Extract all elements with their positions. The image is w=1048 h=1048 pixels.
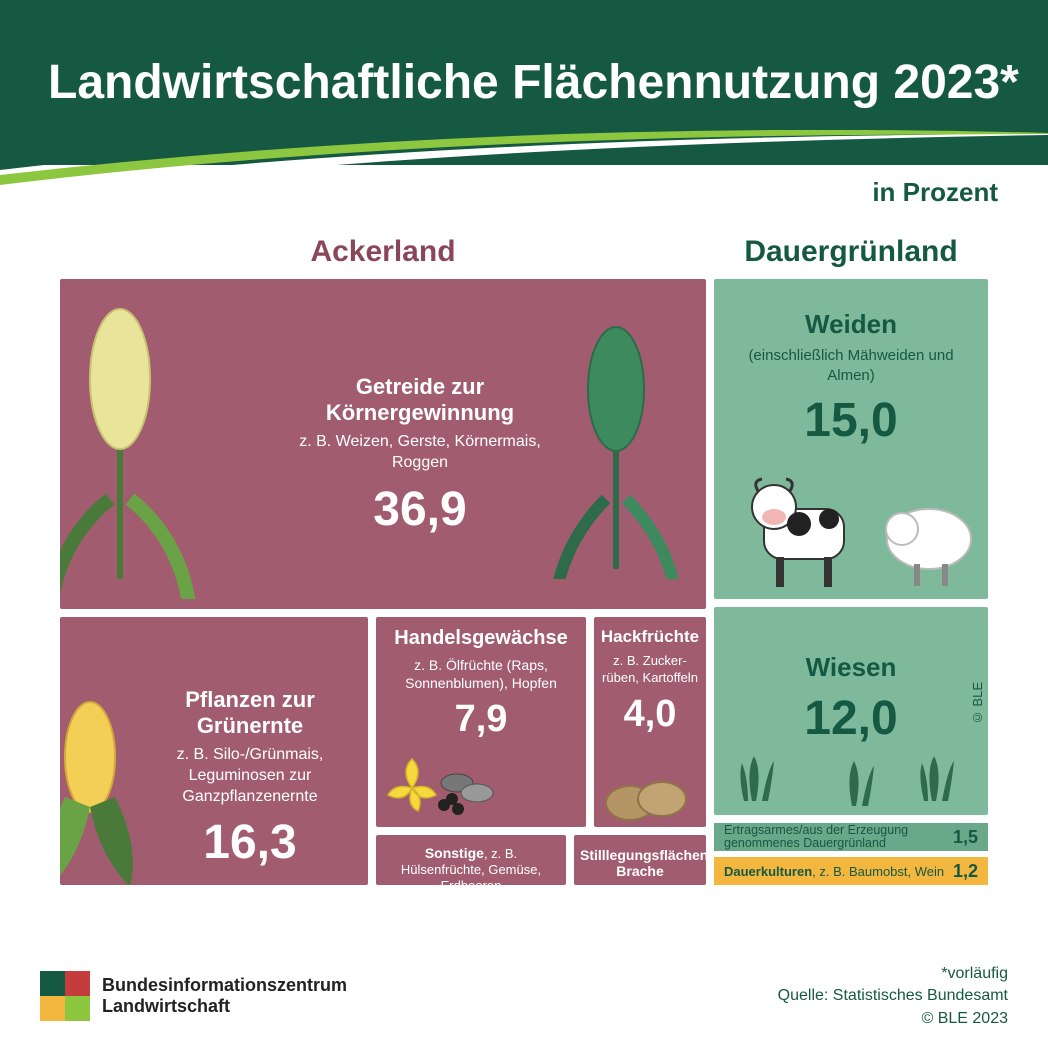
side-copyright: © BLE [970, 682, 985, 725]
small-label-bold: Dauerkulturen [724, 864, 812, 879]
block-title: Wiesen [724, 652, 978, 683]
block-title: Getreide zur Körnergewinnung [290, 374, 550, 426]
block-value: 4,0 [598, 693, 702, 736]
block-value: 2,2 [580, 883, 700, 885]
copyright-line: © BLE 2023 [778, 1008, 1008, 1030]
block-title: Hackfrüchte [598, 627, 702, 647]
small-rows: Ertragsarmes/aus der Erzeugung genommene… [714, 823, 988, 885]
block-title: Sonstige [425, 845, 484, 861]
wheat-icon [60, 299, 210, 599]
footer: Bundesinformationszentrum Landwirtschaft… [40, 963, 1008, 1030]
header: Landwirtschaftliche Flächennutzung 2023* [0, 0, 1048, 165]
footer-source: *vorläufig Quelle: Statistisches Bundesa… [778, 963, 1008, 1030]
org-line2: Landwirtschaft [102, 996, 347, 1018]
block-dauerkulturen: Dauerkulturen, z. B. Baumobst, Wein 1,2 [714, 857, 988, 885]
block-value: 16,3 [145, 815, 355, 870]
block-subtitle: (einschließlich Mähweiden und Almen) [724, 346, 978, 385]
block-subtitle: z. B. Weizen, Gerste, Körnermais, Roggen [290, 432, 550, 474]
block-getreide: Getreide zur Körnergewinnung z. B. Weize… [60, 279, 706, 609]
small-label-rest: , z. B. Baumobst, Wein [812, 864, 944, 879]
block-brache: Stilllegungsflächen/ Brache 2,2 [574, 835, 706, 885]
page-title: Landwirtschaftliche Flächennutzung 2023* [48, 55, 1019, 110]
column-ackerland: Ackerland [60, 235, 706, 885]
block-title: Weiden [724, 309, 978, 340]
oilseed-icon [382, 753, 502, 823]
block-value: 15,0 [724, 393, 978, 448]
unit-label: in Prozent [872, 177, 998, 208]
column-dauergruenland: Dauergrünland Weiden (einschließlich Mäh… [714, 235, 988, 885]
treemap-grid: Ackerland [60, 235, 988, 928]
column-title-ackerland: Ackerland [60, 235, 706, 269]
potato-icon [600, 773, 700, 823]
small-value: 1,5 [953, 827, 978, 848]
block-title: Stilllegungsflächen/ Brache [580, 847, 700, 879]
block-handelsgewaechse: Handelsgewächse z. B. Ölfrüchte (Raps, S… [376, 617, 586, 827]
block-value: 7,9 [384, 698, 578, 741]
block-gruenernte: Pflanzen zur Grünernte z. B. Silo-/Grünm… [60, 617, 368, 885]
block-value: 36,9 [290, 482, 550, 537]
footnote: *vorläufig [778, 963, 1008, 985]
block-sonstige: Sonstige, z. B. Hülsenfrüchte, Gemüse, E… [376, 835, 566, 885]
block-hackfruechte: Hackfrüchte z. B. Zucker­rüben, Kartoffe… [594, 617, 706, 827]
org-line1: Bundesinformationszentrum [102, 975, 347, 997]
block-subtitle: z. B. Ölfrüchte (Raps, Sonnenblumen), Ho… [384, 656, 578, 692]
corn-icon [60, 677, 150, 885]
ble-logo-icon [40, 971, 90, 1021]
block-title: Handelsgewächse [384, 627, 578, 650]
block-subtitle: z. B. Zucker­rüben, Kartoffeln [598, 653, 702, 687]
small-value: 1,2 [953, 861, 978, 882]
footer-logo-block: Bundesinformationszentrum Landwirtschaft [40, 971, 347, 1021]
block-title: Pflanzen zur Grünernte [145, 687, 355, 739]
block-weiden: Weiden (einschließlich Mähweiden und Alm… [714, 279, 988, 599]
column-title-gruenland: Dauergrünland [714, 235, 988, 269]
block-ertragsarm: Ertragsarmes/aus der Erzeugung genommene… [714, 823, 988, 851]
source-line: Quelle: Statistisches Bundesamt [778, 985, 1008, 1007]
grass-icon [722, 701, 982, 811]
block-wiesen: Wiesen 12,0 © BLE [714, 607, 988, 815]
block-subtitle: z. B. Silo-/Grünmais, Leguminosen zur Ga… [145, 745, 355, 807]
wheat-icon-2 [536, 319, 696, 579]
cow-sheep-icon [724, 459, 984, 599]
small-label: Ertragsarmes/aus der Erzeugung genommene… [724, 824, 953, 850]
